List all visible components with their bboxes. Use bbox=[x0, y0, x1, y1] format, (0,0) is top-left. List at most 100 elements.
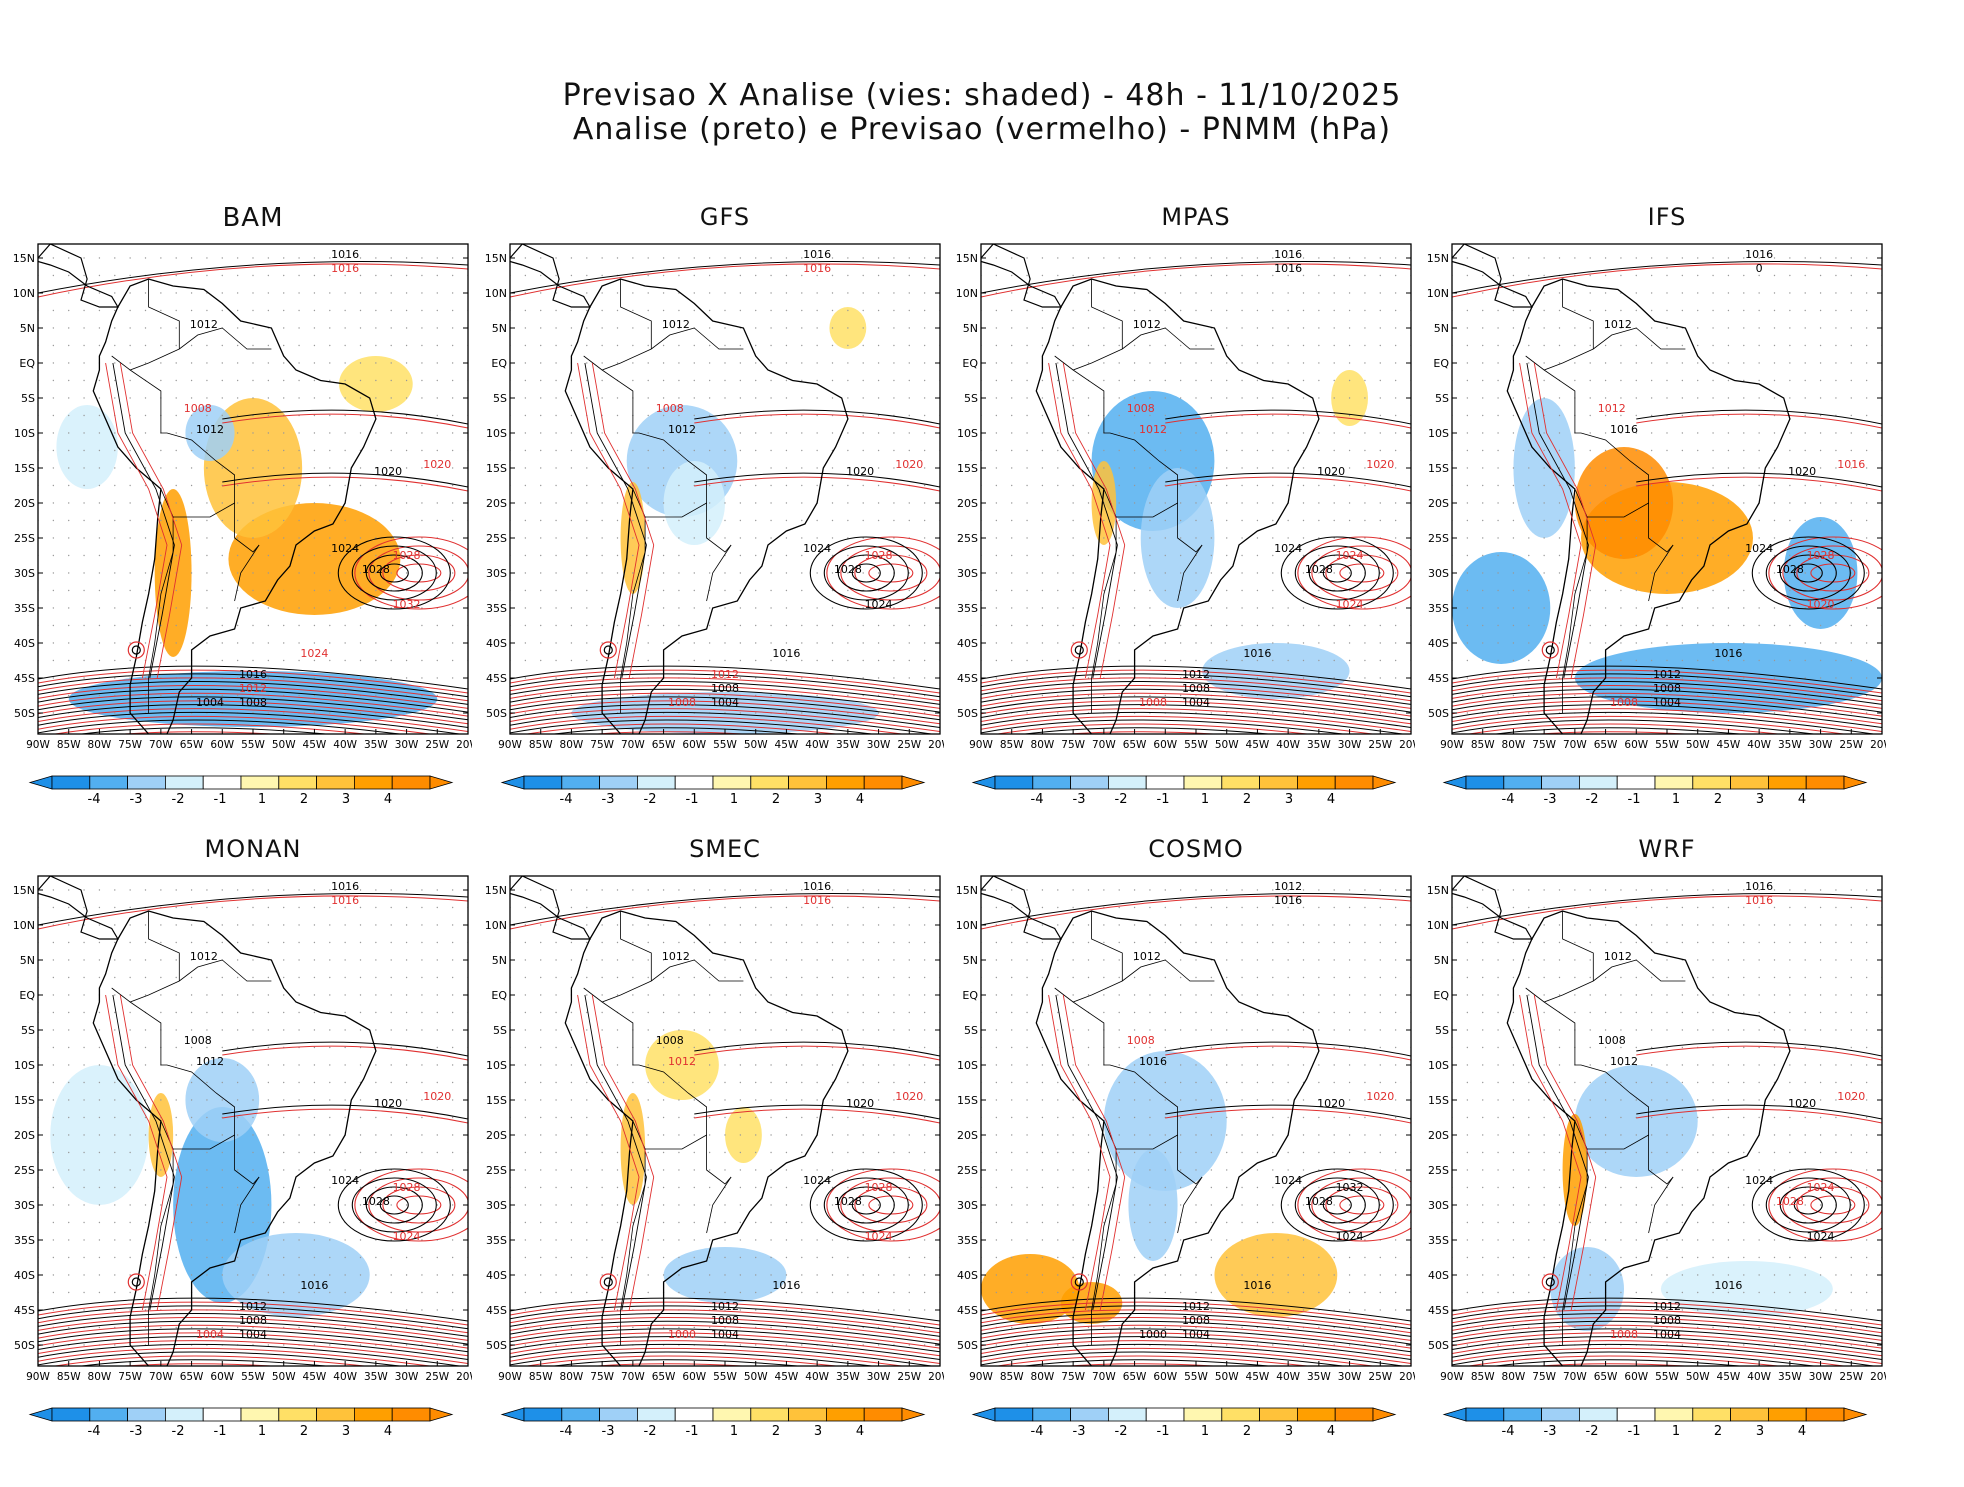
colorbar-tick: -4 bbox=[88, 792, 101, 807]
colorbar-tick: 2 bbox=[1714, 1424, 1722, 1439]
lat-label: 10S bbox=[1428, 427, 1449, 440]
lon-label: 70W bbox=[621, 1371, 645, 1383]
lon-label: 80W bbox=[1031, 739, 1055, 751]
colorbar-tick: 1 bbox=[1201, 792, 1209, 807]
isobar-label: 1024 bbox=[1274, 1174, 1302, 1187]
isobar-label: 1012 bbox=[662, 950, 690, 963]
lat-label: 15N bbox=[13, 884, 35, 897]
isobar-label: 1024 bbox=[1807, 1181, 1835, 1194]
colorbar-segment bbox=[995, 1408, 1033, 1421]
isobar-label: 1016 bbox=[1274, 262, 1302, 275]
colorbar-tick: -4 bbox=[1031, 1424, 1044, 1439]
bias-shade bbox=[981, 1254, 1079, 1324]
lon-label: 85W bbox=[1471, 739, 1495, 751]
colorbar-segment bbox=[1768, 1408, 1806, 1421]
isobar-label: 1016 bbox=[1837, 458, 1865, 471]
colorbar-segment bbox=[1806, 776, 1844, 789]
colorbar-segment bbox=[1655, 776, 1693, 789]
lon-label: 85W bbox=[1000, 1371, 1024, 1383]
lon-label: 70W bbox=[1563, 739, 1587, 751]
colorbar-segment bbox=[751, 776, 789, 789]
lon-label: 80W bbox=[1031, 1371, 1055, 1383]
colorbar-segment bbox=[279, 776, 317, 789]
lat-label: 30S bbox=[486, 567, 507, 580]
lat-label: 5N bbox=[963, 954, 978, 967]
isobar-label: 1016 bbox=[803, 880, 831, 893]
colorbar-segment bbox=[562, 1408, 600, 1421]
colorbar-tick: 1 bbox=[1672, 1424, 1680, 1439]
lat-label: 5S bbox=[21, 1024, 35, 1037]
lat-label: 45S bbox=[14, 1304, 35, 1317]
colorbar-segment bbox=[165, 776, 203, 789]
isobar-label: 1024 bbox=[1807, 1230, 1835, 1243]
lon-label: 60W bbox=[1153, 1371, 1177, 1383]
lon-label: 40W bbox=[333, 739, 357, 751]
isobar-label: 1028 bbox=[1776, 1195, 1804, 1208]
lat-label: 5S bbox=[493, 392, 507, 405]
isobar-label: 1028 bbox=[834, 1195, 862, 1208]
lat-label: 50S bbox=[1428, 707, 1449, 720]
isobar-label: 1028 bbox=[865, 549, 893, 562]
colorbar-segment bbox=[392, 776, 430, 789]
lat-label: 30S bbox=[1428, 1199, 1449, 1212]
colorbar-segment bbox=[562, 776, 600, 789]
lat-label: 35S bbox=[957, 1234, 978, 1247]
isobar-label: 1008 bbox=[239, 1314, 267, 1327]
isobar-label: 1024 bbox=[1336, 1230, 1364, 1243]
lon-label: 70W bbox=[1092, 739, 1116, 751]
lat-label: 40S bbox=[486, 1269, 507, 1282]
colorbar-tick: 2 bbox=[772, 1424, 780, 1439]
colorbar-tick: -4 bbox=[1502, 792, 1515, 807]
map-layers: 1016101610121008101210201020102410281028… bbox=[37, 876, 472, 1387]
lon-label: 40W bbox=[1747, 739, 1771, 751]
isobar-label: 1012 bbox=[1653, 1300, 1681, 1313]
colorbar-tick: 2 bbox=[300, 792, 308, 807]
colorbar-tick: -3 bbox=[1073, 1424, 1086, 1439]
bias-shade bbox=[56, 405, 117, 489]
map-plot: 1016101610121008101210201020102410281028… bbox=[472, 235, 944, 855]
colorbar-tick: 1 bbox=[730, 1424, 738, 1439]
lat-label: 5N bbox=[20, 322, 35, 335]
lon-label: 55W bbox=[713, 1371, 737, 1383]
lon-label: 65W bbox=[1123, 1371, 1147, 1383]
lat-label: 25S bbox=[1428, 532, 1449, 545]
lon-label: 20W bbox=[1399, 1371, 1415, 1383]
colorbar-segment bbox=[1731, 1408, 1769, 1421]
lon-label: 20W bbox=[1870, 1371, 1886, 1383]
colorbar-segment bbox=[524, 776, 562, 789]
isobar-label: 1016 bbox=[1714, 647, 1742, 660]
lon-label: 35W bbox=[836, 1371, 860, 1383]
lon-label: 65W bbox=[180, 1371, 204, 1383]
colorbar-tick: -1 bbox=[686, 792, 699, 807]
lon-label: 45W bbox=[775, 1371, 799, 1383]
isobar-label: 1016 bbox=[1610, 423, 1638, 436]
colorbar-tick: 3 bbox=[342, 792, 350, 807]
colorbar-segment bbox=[354, 1408, 392, 1421]
map-plot: 1012101610121008101610201020102410281032… bbox=[943, 867, 1415, 1487]
lat-label: 10S bbox=[486, 427, 507, 440]
colorbar-segment bbox=[317, 776, 355, 789]
isobar-label: 1020 bbox=[1317, 465, 1345, 478]
isobar-label: 1012 bbox=[711, 668, 739, 681]
lon-label: 85W bbox=[57, 1371, 81, 1383]
lon-label: 40W bbox=[805, 739, 829, 751]
lon-label: 45W bbox=[775, 739, 799, 751]
lon-label: 60W bbox=[210, 739, 234, 751]
lat-label: 35S bbox=[486, 1234, 507, 1247]
colorbar-tick: -3 bbox=[1544, 1424, 1557, 1439]
colorbar-tick: 4 bbox=[1798, 792, 1806, 807]
isobar-label: 1008 bbox=[711, 682, 739, 695]
colorbar-segment bbox=[52, 1408, 90, 1421]
isobar-label: 1024 bbox=[865, 598, 893, 611]
lon-label: 30W bbox=[395, 1371, 419, 1383]
lon-label: 35W bbox=[1307, 739, 1331, 751]
lon-label: 65W bbox=[1594, 1371, 1618, 1383]
isobar-label: 1032 bbox=[393, 598, 421, 611]
colorbar-tick: 3 bbox=[342, 1424, 350, 1439]
isobar-label: 1020 bbox=[895, 1090, 923, 1103]
isobar-label: 1020 bbox=[895, 458, 923, 471]
lon-label: 85W bbox=[1000, 739, 1024, 751]
colorbar-tick: -2 bbox=[644, 1424, 657, 1439]
isobar-label: 1020 bbox=[374, 1097, 402, 1110]
